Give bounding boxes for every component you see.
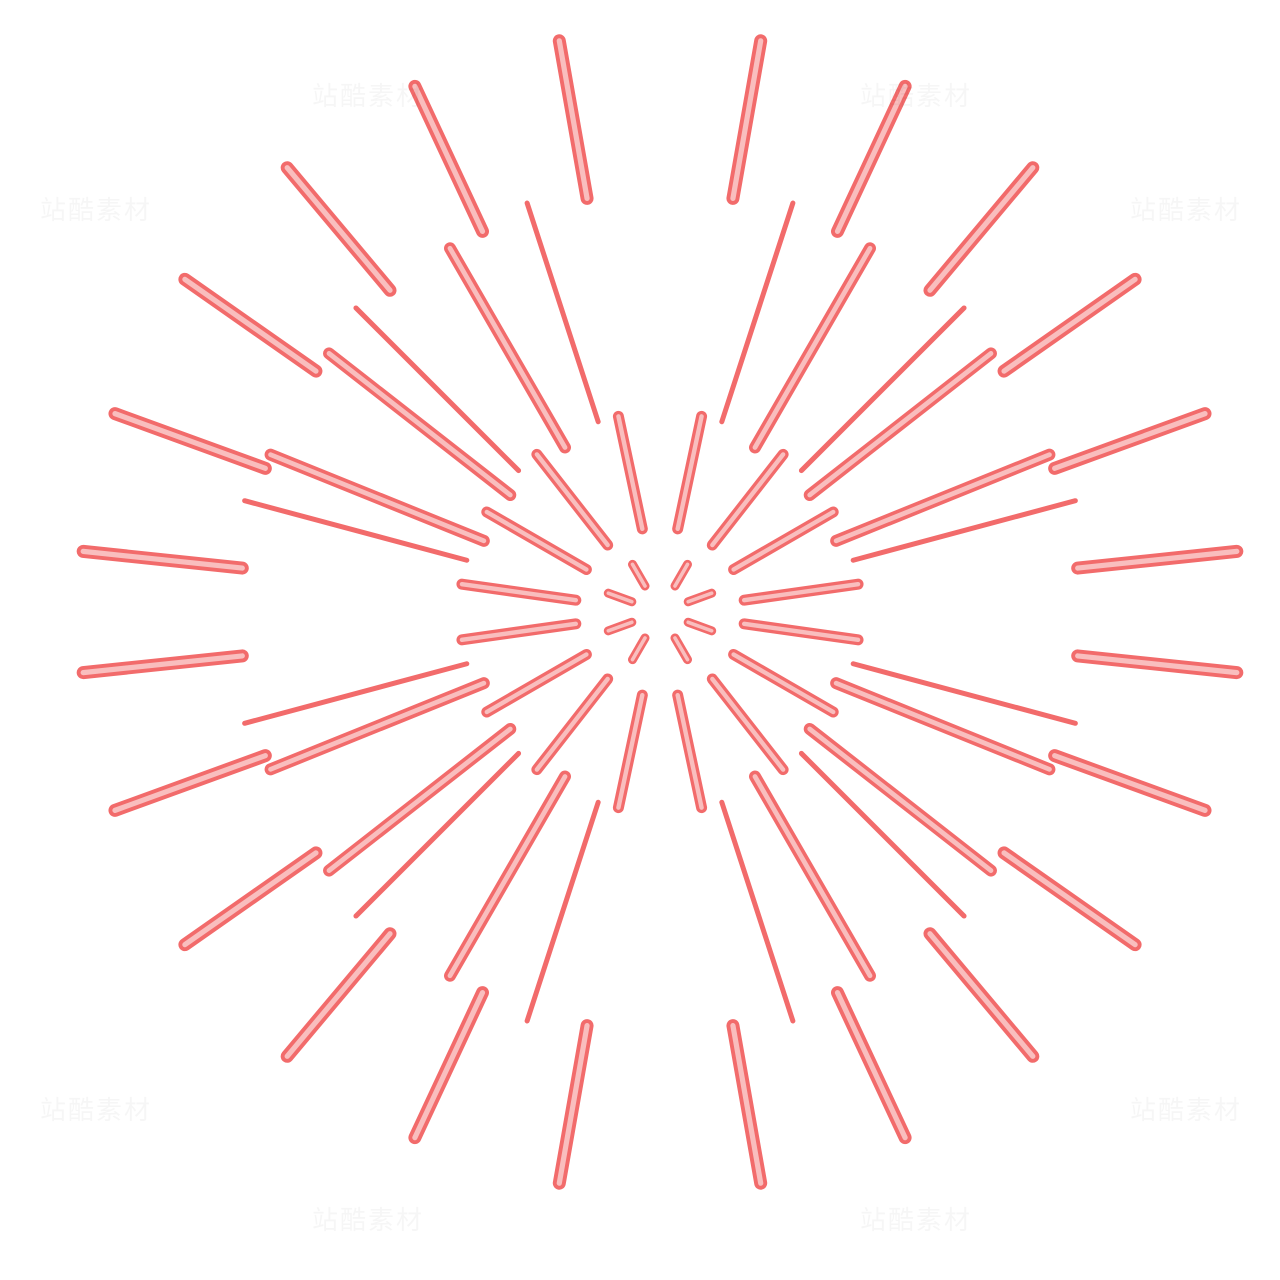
firework-ray bbox=[242, 498, 470, 563]
firework-ray bbox=[353, 305, 522, 474]
firework-ray bbox=[798, 750, 967, 919]
firework-ray bbox=[706, 448, 789, 551]
firework-ray bbox=[830, 79, 912, 238]
watermark: 站酷素材 bbox=[1130, 190, 1242, 227]
firework-ray bbox=[552, 34, 594, 205]
firework-ray bbox=[242, 661, 470, 726]
firework-ray bbox=[683, 588, 717, 607]
firework-ray bbox=[923, 161, 1040, 297]
firework-ray bbox=[1048, 749, 1212, 817]
firework-ray bbox=[481, 506, 592, 575]
firework-ray bbox=[683, 617, 717, 636]
firework-ray bbox=[628, 633, 650, 665]
firework-ray bbox=[798, 305, 967, 474]
firework-ray bbox=[108, 749, 272, 817]
firework-ray bbox=[524, 200, 601, 425]
watermark: 站酷素材 bbox=[1130, 1090, 1242, 1127]
firework-ray bbox=[670, 559, 692, 591]
watermark: 站酷素材 bbox=[40, 190, 152, 227]
firework-ray bbox=[353, 750, 522, 919]
watermark: 站酷素材 bbox=[312, 1200, 424, 1237]
firework-ray bbox=[719, 200, 796, 425]
firework-ray bbox=[749, 242, 876, 454]
firework-ray bbox=[524, 799, 601, 1024]
firework-ray bbox=[670, 633, 692, 665]
firework-ray bbox=[738, 578, 864, 606]
watermark: 站酷素材 bbox=[40, 1090, 152, 1127]
watermark: 站酷素材 bbox=[312, 76, 424, 113]
watermark: 站酷素材 bbox=[860, 76, 972, 113]
firework-ray bbox=[830, 448, 1056, 547]
firework-ray bbox=[323, 347, 517, 502]
firework-ray bbox=[672, 689, 708, 814]
firework-ray bbox=[531, 673, 614, 776]
firework-ray bbox=[749, 770, 876, 982]
firework-ray bbox=[728, 506, 839, 575]
firework-ray bbox=[323, 722, 517, 877]
firework-ray bbox=[456, 618, 582, 646]
firework-ray bbox=[628, 559, 650, 591]
firework-ray bbox=[850, 661, 1078, 726]
firework-ray bbox=[719, 799, 796, 1024]
firework-ray bbox=[726, 1019, 768, 1190]
firework-ray bbox=[444, 242, 571, 454]
firework-ray bbox=[706, 673, 789, 776]
firework-ray bbox=[923, 927, 1040, 1063]
firework-ray bbox=[726, 34, 768, 205]
firework-ray bbox=[1071, 649, 1244, 680]
firework-ray bbox=[803, 722, 997, 877]
firework-ray bbox=[456, 578, 582, 606]
firework-ray bbox=[280, 927, 397, 1063]
firework-ray bbox=[830, 677, 1056, 776]
firework-ray bbox=[531, 448, 614, 551]
firework-ray bbox=[612, 689, 648, 814]
firework-ray bbox=[803, 347, 997, 502]
firework-ray bbox=[997, 846, 1142, 952]
watermark: 站酷素材 bbox=[860, 1200, 972, 1237]
firework-ray bbox=[1071, 544, 1244, 575]
firework-ray bbox=[264, 448, 490, 547]
firework-ray bbox=[738, 618, 864, 646]
firework-ray bbox=[481, 649, 592, 718]
firework-ray bbox=[264, 677, 490, 776]
firework-ray bbox=[444, 770, 571, 982]
firework-ray bbox=[76, 544, 249, 575]
firework-ray bbox=[1048, 407, 1212, 475]
firework-ray bbox=[850, 498, 1078, 563]
firework-ray bbox=[603, 617, 637, 636]
firework-ray bbox=[603, 588, 637, 607]
firework-ray bbox=[830, 986, 912, 1145]
firework-ray bbox=[76, 649, 249, 680]
firework-ray bbox=[728, 649, 839, 718]
firework-ray bbox=[612, 410, 648, 535]
firework-ray bbox=[408, 79, 490, 238]
firework-ray bbox=[108, 407, 272, 475]
firework-ray bbox=[672, 410, 708, 535]
firework-ray bbox=[552, 1019, 594, 1190]
firework-ray bbox=[178, 846, 323, 952]
firework-ray bbox=[178, 272, 323, 378]
firework-ray bbox=[280, 161, 397, 297]
firework-ray bbox=[408, 986, 490, 1145]
firework-ray bbox=[997, 272, 1142, 378]
